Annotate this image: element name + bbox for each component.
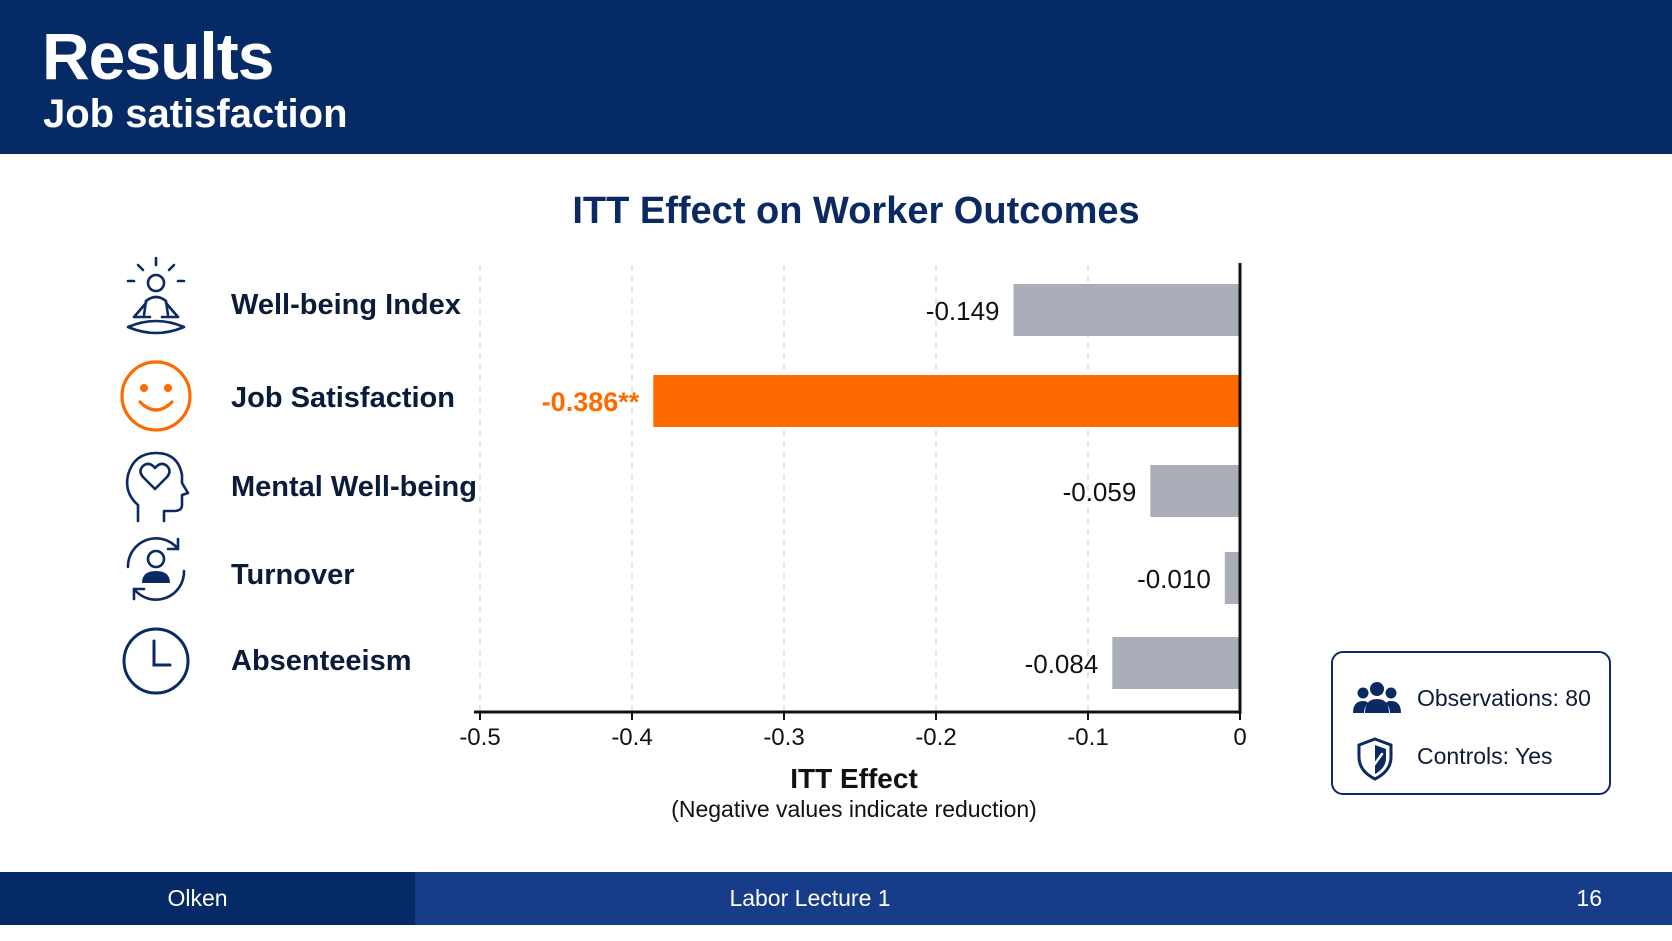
x-tick-label: -0.1 — [1067, 724, 1108, 751]
x-tick-label: -0.2 — [915, 724, 956, 751]
chart-area: -0.149 -0.386** -0.059 -0.010 -0.084 -0.5 -0.4… — [459, 263, 1247, 822]
header-bar: Results Job satisfaction — [0, 0, 1672, 154]
metric-label: Mental Well-being — [231, 471, 477, 503]
meditation-icon — [116, 253, 196, 335]
x-axis-label: ITT Effect — [790, 763, 918, 794]
bar — [1224, 552, 1240, 604]
page-title: Results — [42, 19, 274, 93]
stat-controls: Controls: Yes — [1353, 735, 1603, 781]
bar-value-label: -0.010 — [1137, 564, 1211, 594]
bar — [1150, 465, 1240, 517]
metric-label: Absenteeism — [231, 645, 412, 677]
bar-value-label: -0.084 — [1025, 649, 1099, 679]
observations-text: Observations: 80 — [1417, 685, 1591, 711]
x-tick-label: -0.3 — [763, 724, 804, 751]
bar — [653, 375, 1240, 427]
footer-page-number: 16 — [1576, 885, 1602, 911]
metric-label: Well-being Index — [231, 289, 461, 321]
smiley-face-icon — [116, 358, 196, 438]
x-axis-note: (Negative values indicate reduction) — [671, 796, 1037, 822]
metric-row-absenteeism: Absenteeism — [0, 621, 470, 701]
footer-bar: Olken Labor Lecture 1 16 — [0, 872, 1672, 925]
head-heart-icon — [116, 447, 196, 527]
metric-label: Turnover — [231, 559, 355, 591]
metric-row-mental-wellbeing: Mental Well-being — [0, 447, 477, 527]
stats-box: Observations: 80 Controls: Yes — [1331, 651, 1611, 795]
footer-author: Olken — [167, 885, 228, 911]
bar — [1112, 637, 1240, 689]
metric-label: Job Satisfaction — [231, 382, 455, 414]
bar-value-label: -0.149 — [926, 296, 1000, 326]
bar-value-label: -0.386** — [542, 387, 640, 417]
metric-row-wellbeing: Well-being Index — [0, 256, 470, 345]
x-tick-label: -0.5 — [459, 724, 500, 751]
x-tick-label: -0.4 — [611, 724, 652, 751]
metric-row-turnover: Turnover — [0, 535, 470, 615]
footer-left-panel — [0, 872, 415, 925]
person-cycle-icon — [116, 529, 196, 609]
x-tick-label: 0 — [1233, 724, 1246, 751]
clock-icon — [116, 621, 196, 701]
chart-title: ITT Effect on Worker Outcomes — [572, 190, 1140, 232]
page-subtitle: Job satisfaction — [43, 92, 348, 136]
bar-value-label: -0.059 — [1063, 477, 1137, 507]
shield-icon — [1357, 737, 1393, 781]
people-group-icon — [1353, 682, 1401, 713]
footer-course: Labor Lecture 1 — [729, 885, 891, 911]
bar — [1013, 284, 1240, 336]
metric-row-job-satisfaction: Job Satisfaction — [0, 358, 470, 438]
stat-observations: Observations: 80 — [1353, 677, 1603, 721]
controls-text: Controls: Yes — [1417, 743, 1553, 769]
